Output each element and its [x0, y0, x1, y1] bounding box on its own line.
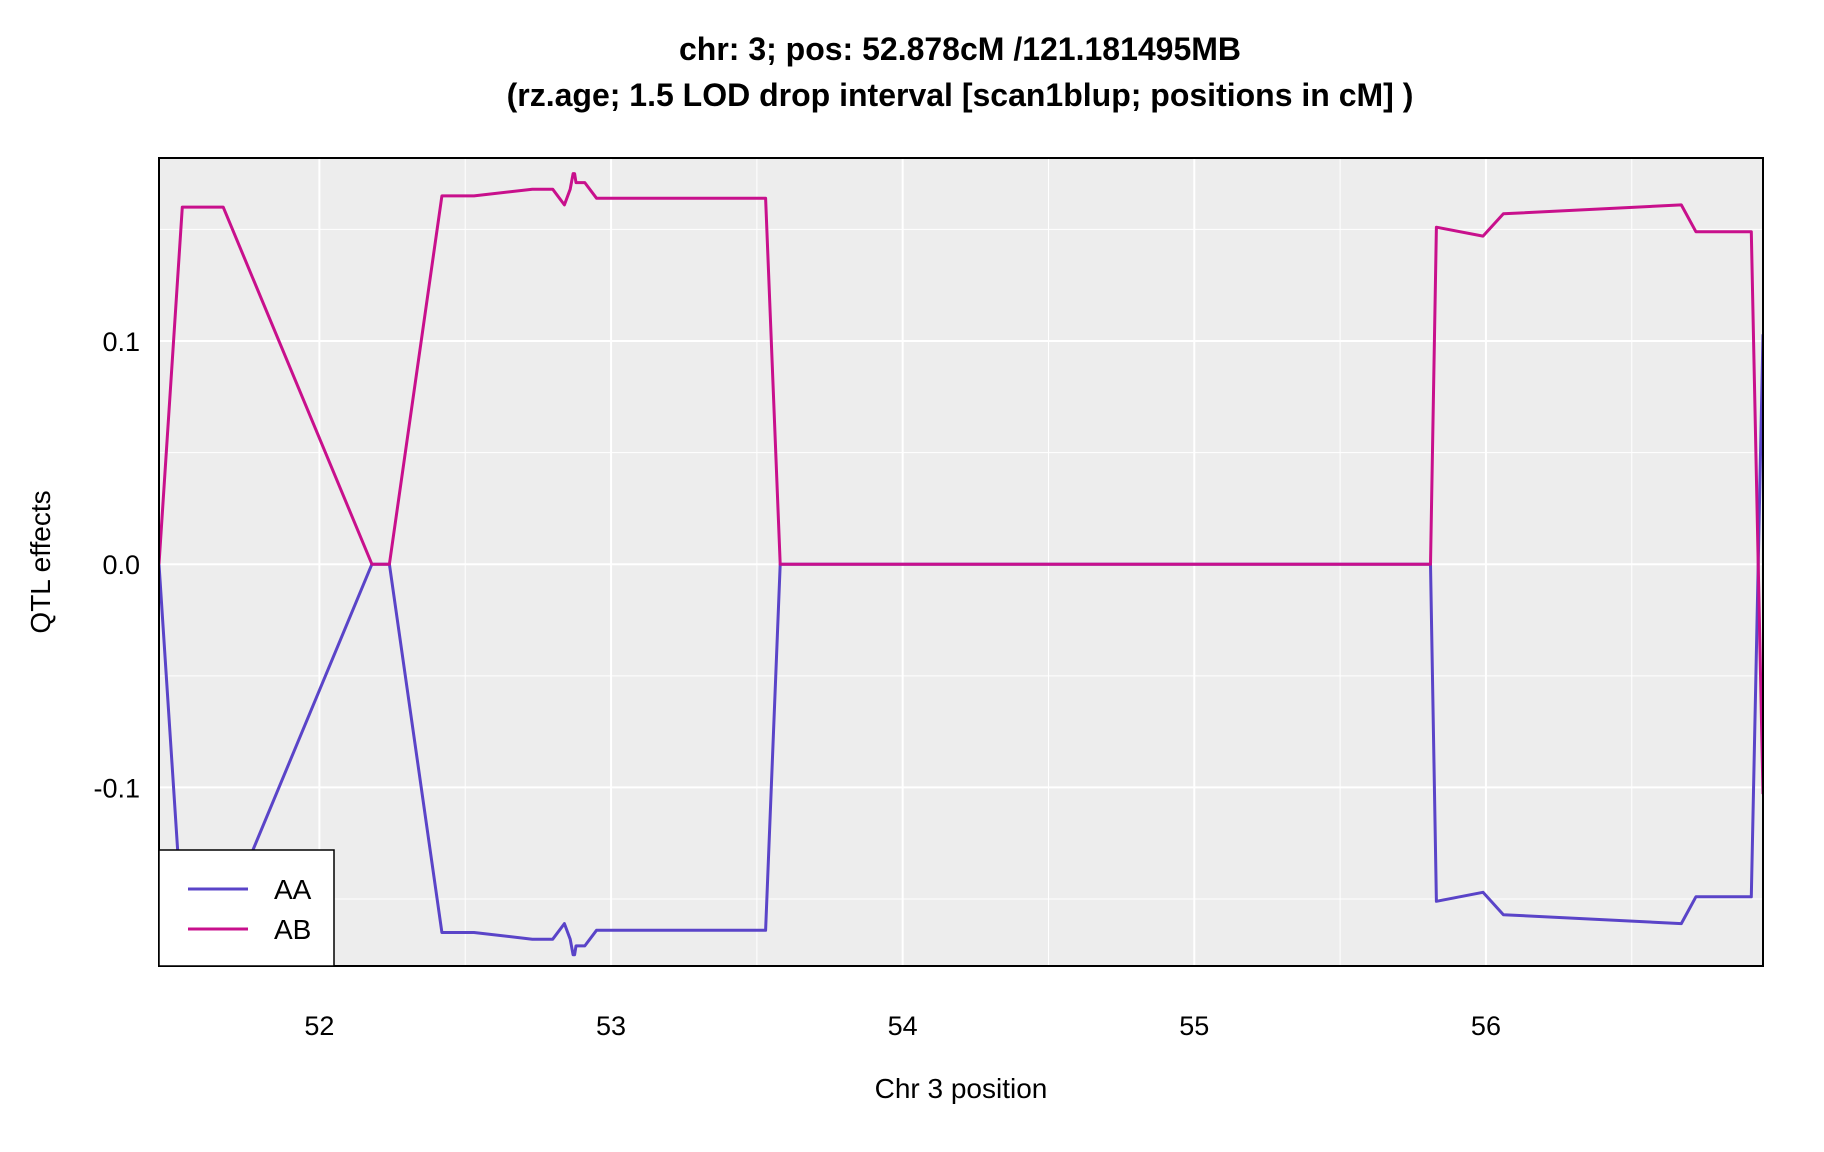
y-axis-label: QTL effects [25, 490, 56, 633]
legend-label-ab: AB [274, 914, 311, 945]
series-line-aa [159, 334, 1763, 957]
legend: AA AB [158, 849, 335, 967]
series-lines [159, 172, 1763, 957]
x-tick-label: 54 [888, 1011, 918, 1041]
plot-border [158, 157, 1764, 967]
y-axis-ticks: 0.1 0.0 -0.1 [93, 327, 140, 803]
y-tick-label: -0.1 [93, 773, 140, 803]
gridlines [159, 158, 1763, 966]
x-tick-label: 56 [1471, 1011, 1501, 1041]
plot-panel [159, 158, 1763, 966]
legend-box [158, 849, 335, 967]
series-line-ab [159, 172, 1763, 795]
legend-label-aa: AA [274, 874, 312, 905]
x-tick-label: 53 [596, 1011, 626, 1041]
x-axis-label: Chr 3 position [875, 1073, 1048, 1104]
chart-subtitle: (rz.age; 1.5 LOD drop interval [scan1blu… [507, 77, 1414, 113]
x-tick-label: 52 [304, 1011, 334, 1041]
y-tick-label: 0.0 [102, 550, 140, 580]
x-tick-label: 55 [1179, 1011, 1209, 1041]
x-axis-ticks: 52 53 54 55 56 [304, 1011, 1501, 1041]
chart-title: chr: 3; pos: 52.878cM /121.181495MB [679, 31, 1241, 67]
y-tick-label: 0.1 [102, 327, 140, 357]
